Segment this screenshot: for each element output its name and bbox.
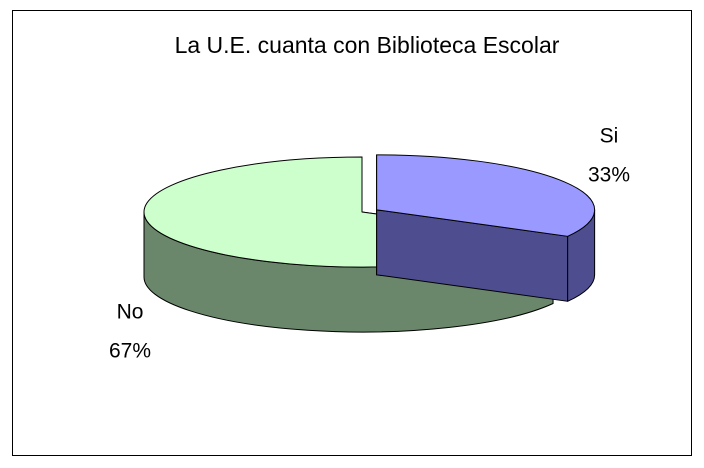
slice-top <box>376 154 596 237</box>
slice-value-label: 33% <box>588 164 630 187</box>
pie <box>143 154 596 333</box>
slice-value-label: 67% <box>109 340 151 363</box>
slice-label: Si <box>600 125 619 148</box>
slice-label: No <box>117 301 144 324</box>
pie-slice <box>376 154 596 302</box>
chart-title: La U.E. cuanta con Biblioteca Escolar <box>175 32 560 58</box>
